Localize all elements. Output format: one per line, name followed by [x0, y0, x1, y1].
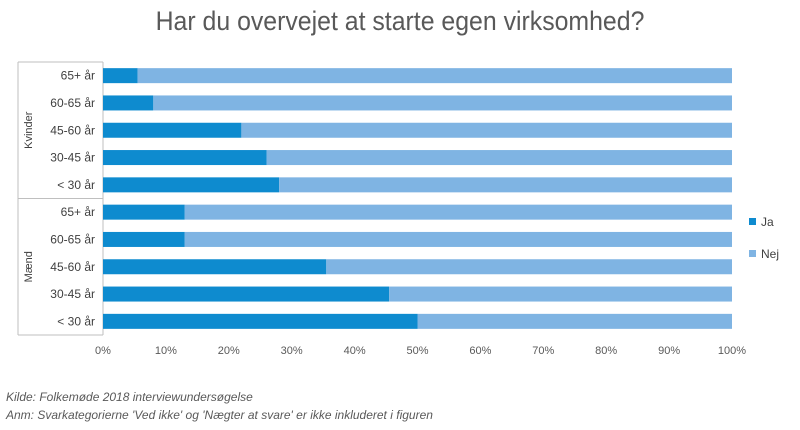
x-axis-ticks: 0% 10% 20% 30% 40% 50% 60% 70% 80% 90% 100% [95, 345, 746, 357]
bar-ja-4 [103, 150, 267, 166]
group-label-1: Kvinder [23, 111, 35, 149]
bar-nej-10 [417, 313, 732, 329]
category-label: 30-45 år [50, 151, 95, 165]
x-tick-label: 0% [95, 345, 111, 357]
bar-ja-3 [103, 122, 242, 138]
x-tick-label: 60% [469, 345, 491, 357]
bar-nej-2 [153, 95, 732, 111]
category-label: 60-65 år [50, 232, 95, 246]
remark-note: Anm: Svarkategorierne 'Ved ikke' og 'Næg… [6, 408, 433, 422]
bar-nej-1 [137, 68, 733, 84]
bar-nej-8 [326, 259, 732, 275]
group-label-2: Mænd [23, 251, 35, 282]
category-label: 45-60 år [50, 123, 95, 137]
x-tick-label: 50% [406, 345, 428, 357]
bar-nej-3 [241, 122, 732, 138]
x-tick-label: 100% [718, 345, 746, 357]
legend-swatch-ja [749, 218, 756, 225]
bar-nej-7 [184, 231, 732, 247]
bar-ja-1 [103, 68, 138, 84]
x-tick-label: 30% [281, 345, 303, 357]
chart-bars [103, 68, 733, 329]
source-note: Kilde: Folkemøde 2018 interviewundersøge… [6, 390, 253, 404]
x-tick-label: 80% [595, 345, 617, 357]
category-label: 30-45 år [50, 287, 95, 301]
group-labels: Kvinder Mænd [23, 111, 35, 282]
category-label: 45-60 år [50, 260, 95, 274]
category-label: 60-65 år [50, 96, 95, 110]
bar-ja-9 [103, 286, 390, 302]
legend: Ja Nej [749, 215, 779, 261]
category-label: 65+ år [61, 69, 95, 83]
bar-nej-9 [389, 286, 732, 302]
bar-ja-5 [103, 177, 280, 193]
category-labels: 65+ år 60-65 år 45-60 år 30-45 år < 30 år 65+… [50, 69, 95, 329]
chart-title: Har du overvejet at starte egen virksomh… [155, 6, 645, 36]
category-label: < 30 år [57, 178, 95, 192]
bar-ja-7 [103, 231, 185, 247]
x-tick-label: 70% [532, 345, 554, 357]
category-label: 65+ år [61, 205, 95, 219]
bar-ja-8 [103, 259, 327, 275]
category-label: < 30 år [57, 314, 95, 328]
x-tick-label: 10% [155, 345, 177, 357]
legend-label-ja: Ja [761, 215, 774, 229]
bar-ja-6 [103, 204, 185, 220]
legend-swatch-nej [749, 250, 756, 257]
x-tick-label: 20% [218, 345, 240, 357]
bar-ja-2 [103, 95, 154, 111]
legend-label-nej: Nej [761, 247, 779, 261]
bar-ja-10 [103, 313, 418, 329]
bar-nej-4 [266, 150, 732, 166]
bar-nej-5 [279, 177, 732, 193]
bar-nej-6 [184, 204, 732, 220]
x-tick-label: 90% [658, 345, 680, 357]
x-tick-label: 40% [344, 345, 366, 357]
